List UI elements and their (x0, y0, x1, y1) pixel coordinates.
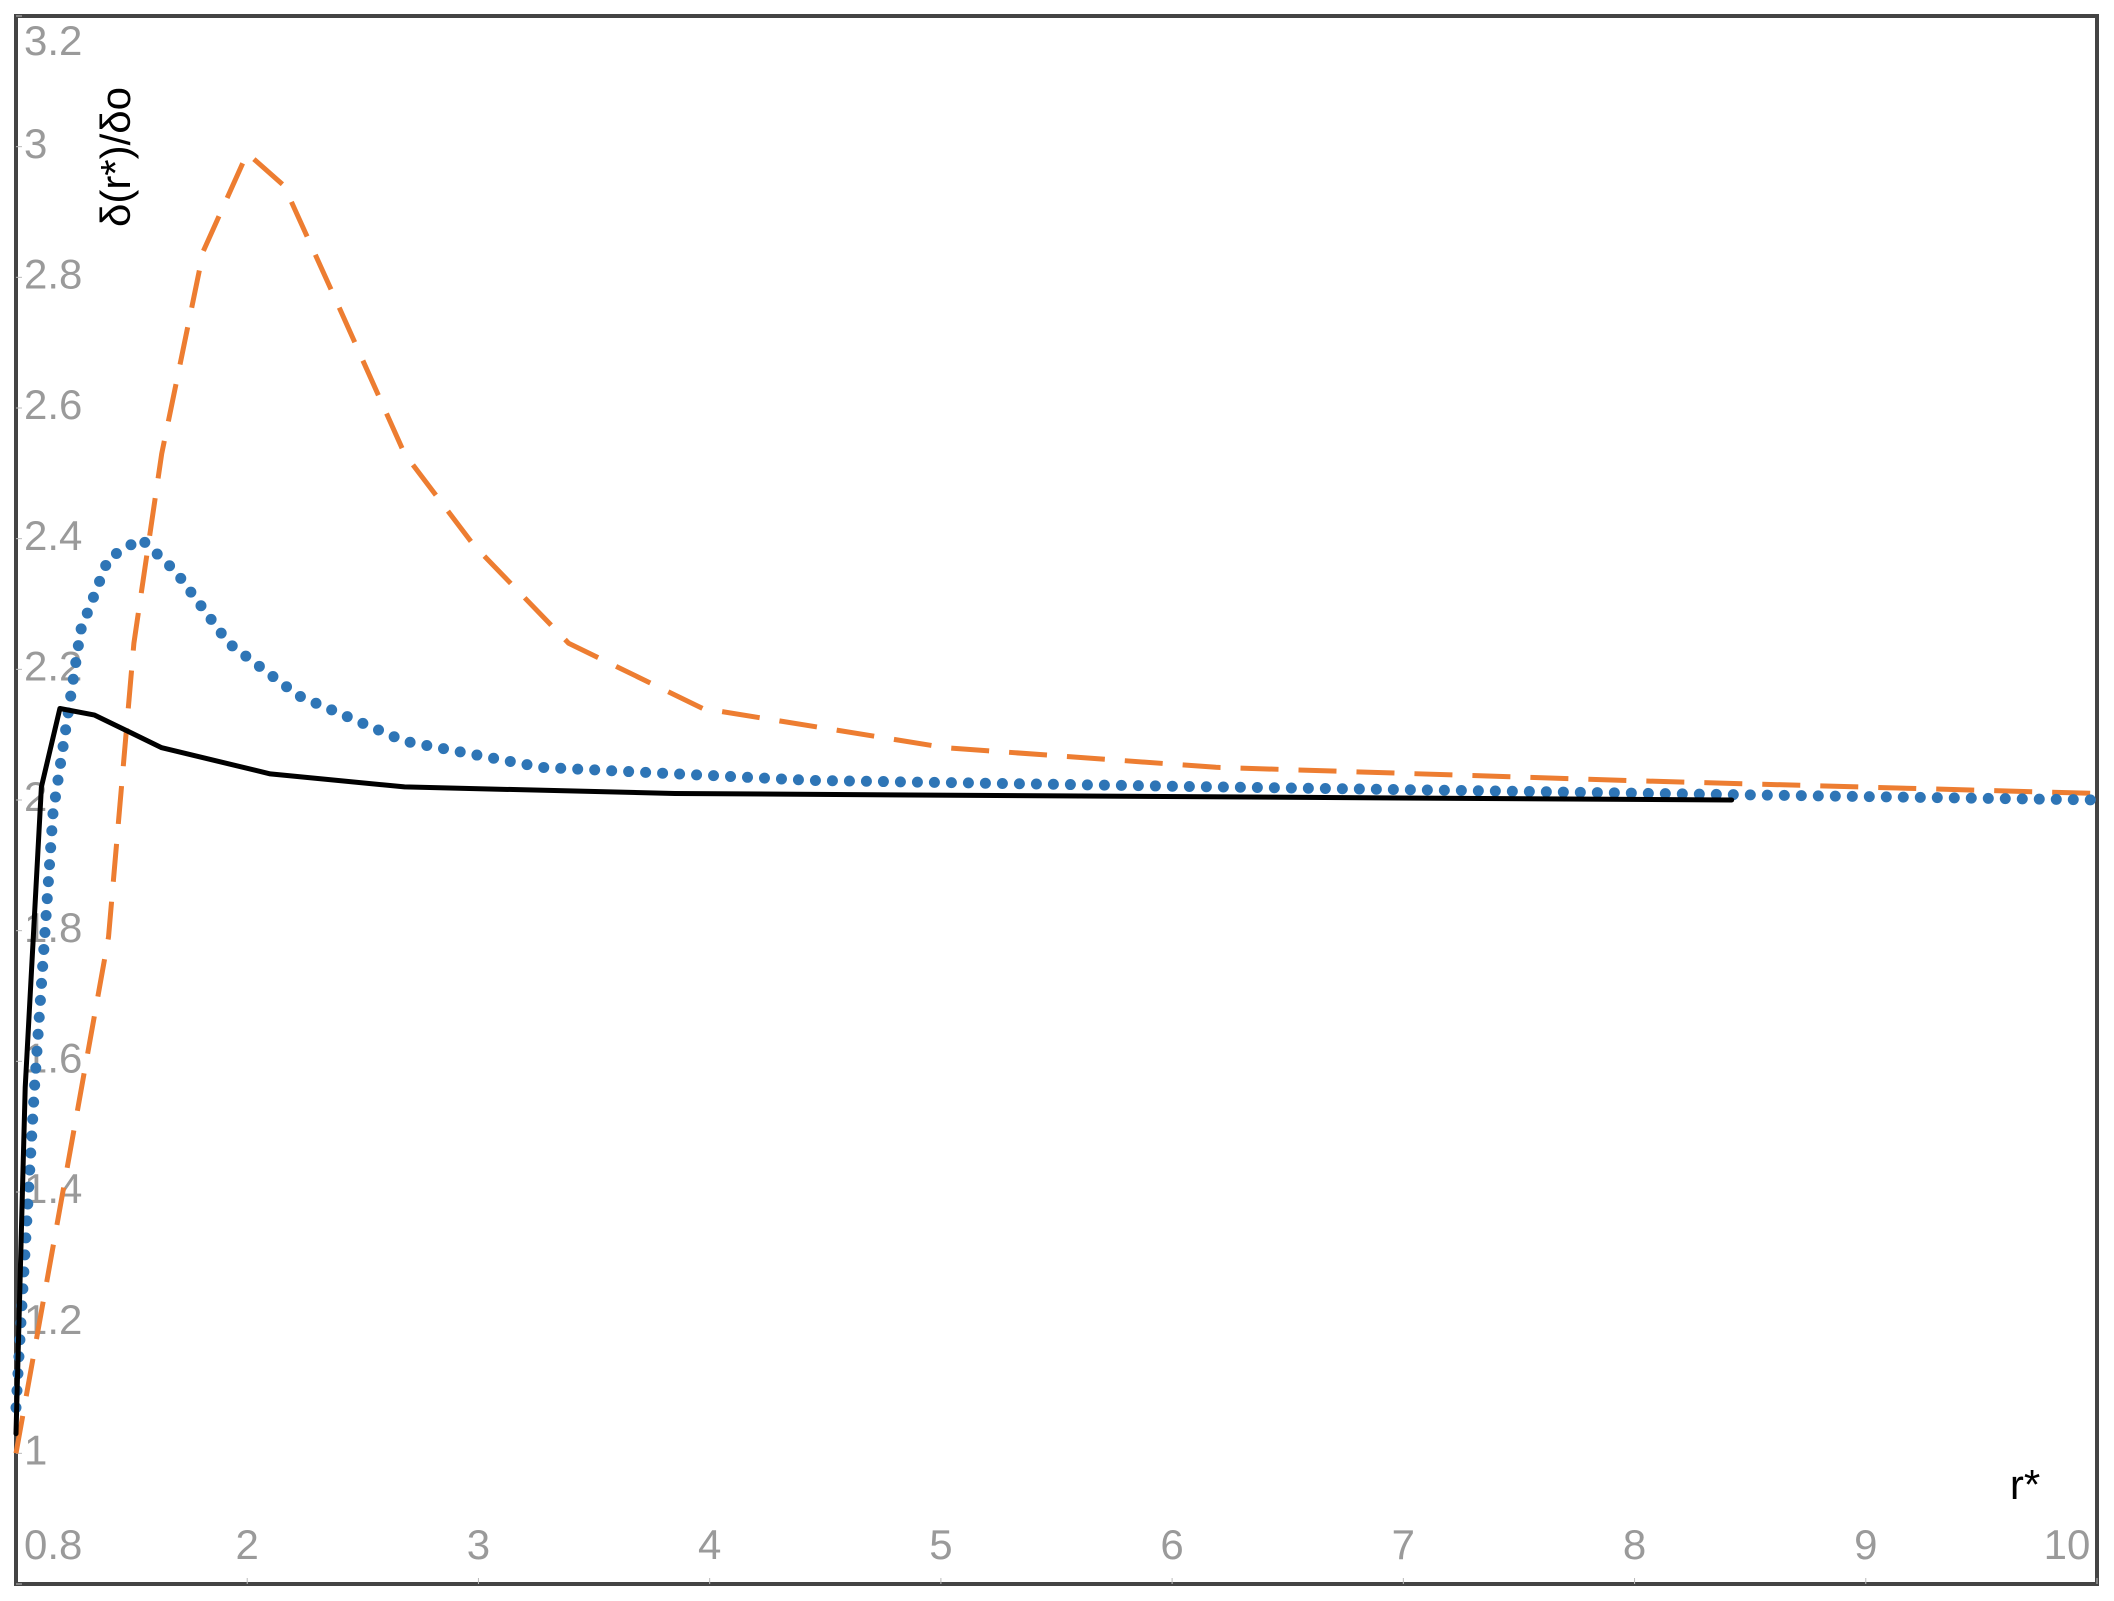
x-tick-label: 2 (236, 1521, 259, 1568)
x-tick-label: 8 (1623, 1521, 1646, 1568)
y-tick-label: 2.8 (24, 250, 82, 297)
y-tick-label: 1 (24, 1426, 47, 1473)
y-tick-label: 1.2 (24, 1296, 82, 1343)
y-tick-label: 2.4 (24, 512, 82, 559)
x-tick-label: 7 (1392, 1521, 1415, 1568)
x-tick-label: 5 (929, 1521, 952, 1568)
x-tick-label: 10 (2044, 1521, 2091, 1568)
y-tick-label: 0.8 (24, 1521, 82, 1568)
y-tick-label: 2.6 (24, 381, 82, 428)
y-tick-label: 1.6 (24, 1034, 82, 1081)
x-tick-label: 6 (1160, 1521, 1183, 1568)
series-line (10, 533, 2103, 1414)
y-tick-label: 3 (24, 120, 47, 167)
x-tick-label: 4 (698, 1521, 721, 1568)
x-tick-label: 9 (1854, 1521, 1877, 1568)
series-line (13, 706, 1735, 1437)
y-tick-label: 3.2 (24, 17, 82, 64)
x-axis-label: r* (2010, 1461, 2040, 1508)
x-tick-label: 3 (467, 1521, 490, 1568)
y-axis-label: δ(r*)/δo (92, 87, 139, 227)
series-line (13, 150, 2098, 1454)
